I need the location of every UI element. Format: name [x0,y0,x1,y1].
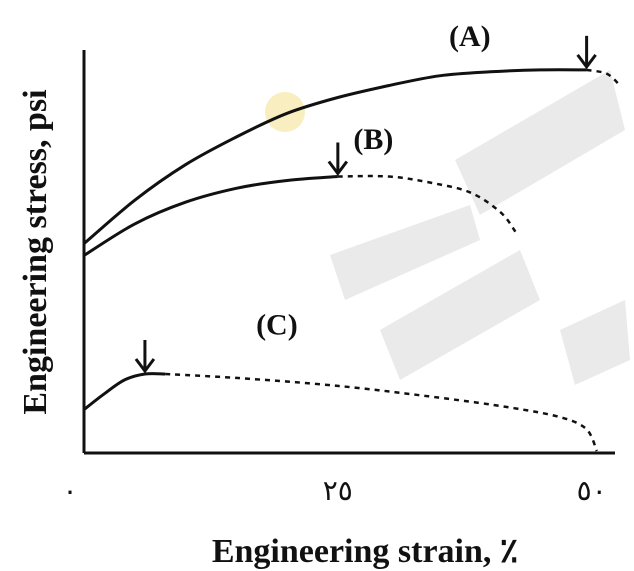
curve-label-b: (B) [353,123,393,156]
curve-a-solid [83,68,587,245]
curve-label-a: (A) [449,20,491,53]
y-axis-title: Engineering stress, psi [17,89,54,414]
curve-label-c: (C) [256,309,298,342]
curve-b-solid [83,175,338,257]
x-axis-title: Engineering strain, ٪ [212,533,518,570]
necking-arrows [134,35,597,374]
x-tick-label-0: ٠ [62,474,77,507]
x-tick-label-25: ٢٥ [323,474,353,507]
curve-c-solid [83,372,166,411]
curve-c-dashed [165,372,598,452]
curve-a-dashed [586,68,621,87]
necking-arrow-c [134,340,156,374]
curve-b-dashed [337,174,517,233]
necking-arrow-a [576,35,597,70]
necking-arrow-b [327,142,349,176]
x-tick-label-50: ٥٠ [577,474,607,507]
curves-group [83,68,621,452]
watermark [265,70,630,385]
